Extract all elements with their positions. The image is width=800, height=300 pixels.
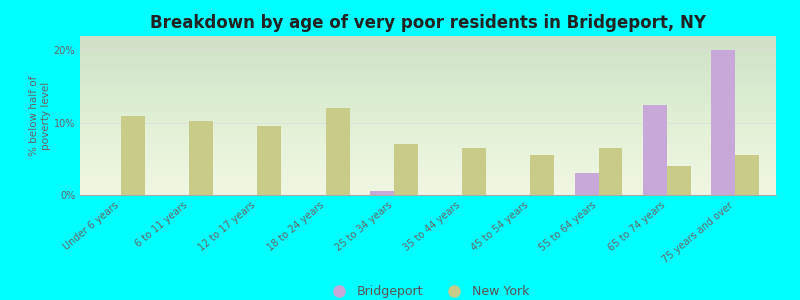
- Bar: [189, 121, 213, 195]
- Bar: [667, 166, 690, 195]
- Bar: [326, 108, 350, 195]
- Bar: [598, 148, 622, 195]
- Bar: [643, 105, 667, 195]
- Bar: [370, 191, 394, 195]
- Bar: [258, 126, 282, 195]
- Bar: [735, 155, 759, 195]
- Bar: [121, 116, 145, 195]
- Bar: [394, 144, 418, 195]
- Legend: Bridgeport, New York: Bridgeport, New York: [322, 280, 534, 300]
- Title: Breakdown by age of very poor residents in Bridgeport, NY: Breakdown by age of very poor residents …: [150, 14, 706, 32]
- Bar: [462, 148, 486, 195]
- Bar: [530, 155, 554, 195]
- Y-axis label: % below half of
poverty level: % below half of poverty level: [30, 75, 51, 156]
- Bar: [574, 173, 598, 195]
- Bar: [711, 50, 735, 195]
